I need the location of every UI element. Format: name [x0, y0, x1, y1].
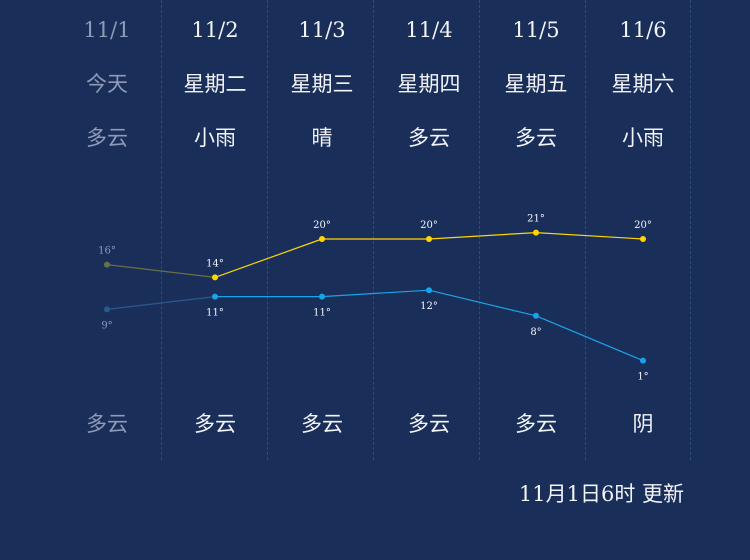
- low-temp-point: [319, 293, 325, 300]
- night-weather-label: 多云: [515, 412, 557, 436]
- high-temp-point: [533, 229, 539, 236]
- day-weekday: 星期六: [611, 72, 675, 96]
- high-temp-label: 20°: [634, 220, 652, 231]
- day-date: 11/5: [512, 18, 560, 42]
- day-date: 11/4: [405, 18, 453, 42]
- high-temp-label: 20°: [420, 220, 438, 231]
- low-temp-point: [104, 306, 110, 313]
- day-date: 11/6: [619, 18, 667, 42]
- high-temp-point: [319, 236, 325, 242]
- update-time: 11月1日6时 更新: [518, 482, 684, 506]
- low-temp-line-segment: [106, 296, 216, 310]
- low-temp-label: 11°: [313, 308, 331, 319]
- low-temp-point: [212, 293, 218, 300]
- day-weekday: 今天: [86, 72, 128, 96]
- low-temp-line-segment: [428, 289, 537, 317]
- low-temp-label: 8°: [530, 327, 541, 338]
- day-weather-label: 小雨: [194, 126, 236, 150]
- temperature-chart: 16° 14° 20° 20° 21° 20° 9° 11° 11° 12° 8° 1°: [98, 214, 652, 383]
- high-temp-label: 14°: [206, 258, 224, 269]
- low-temp-label: 12°: [420, 301, 438, 312]
- day-weather-label: 晴: [311, 126, 333, 150]
- column-divider: [479, 0, 480, 460]
- column-divider: [690, 0, 691, 460]
- column-divider: [267, 0, 268, 460]
- day-weather-label: 多云: [408, 126, 450, 150]
- low-temp-point: [640, 357, 646, 364]
- night-weather-label: 多云: [408, 412, 450, 436]
- day-weather-label: 多云: [86, 126, 128, 150]
- high-temp-line-segment: [106, 264, 216, 278]
- day-weather-label: 多云: [515, 126, 557, 150]
- high-temp-point: [104, 261, 110, 268]
- day-date: 11/2: [191, 18, 239, 42]
- low-temp-line-segment: [535, 315, 644, 362]
- low-temp-line-segment: [321, 289, 430, 298]
- day-weekday: 星期二: [183, 72, 247, 96]
- low-temp-label: 9°: [101, 320, 112, 331]
- high-temp-point: [640, 236, 646, 242]
- high-temp-line-segment: [535, 232, 644, 240]
- high-temp-label: 20°: [313, 220, 331, 231]
- column-divider: [373, 0, 374, 460]
- column-divider: [585, 0, 586, 460]
- high-temp-label: 21°: [527, 214, 545, 225]
- low-temp-label: 11°: [206, 308, 224, 319]
- day-weekday: 星期三: [290, 72, 354, 96]
- day-date: 11/3: [298, 18, 346, 42]
- low-temp-point: [533, 312, 539, 319]
- night-weather-label: 多云: [86, 412, 128, 436]
- low-temp-label: 1°: [637, 372, 648, 383]
- high-temp-label: 16°: [98, 246, 116, 257]
- high-temp-point: [212, 274, 218, 281]
- high-temp-line-segment: [428, 232, 537, 240]
- night-weather-label: 阴: [632, 412, 654, 436]
- low-temp-point: [426, 287, 432, 294]
- day-weather-label: 小雨: [622, 126, 664, 150]
- high-temp-point: [426, 236, 432, 242]
- day-weekday: 星期五: [504, 72, 568, 96]
- night-weather-label: 多云: [194, 412, 236, 436]
- day-weekday: 星期四: [397, 72, 461, 96]
- day-date: 11/1: [83, 18, 131, 42]
- column-divider: [161, 0, 162, 460]
- high-temp-line-segment: [214, 238, 323, 278]
- night-weather-label: 多云: [301, 412, 343, 436]
